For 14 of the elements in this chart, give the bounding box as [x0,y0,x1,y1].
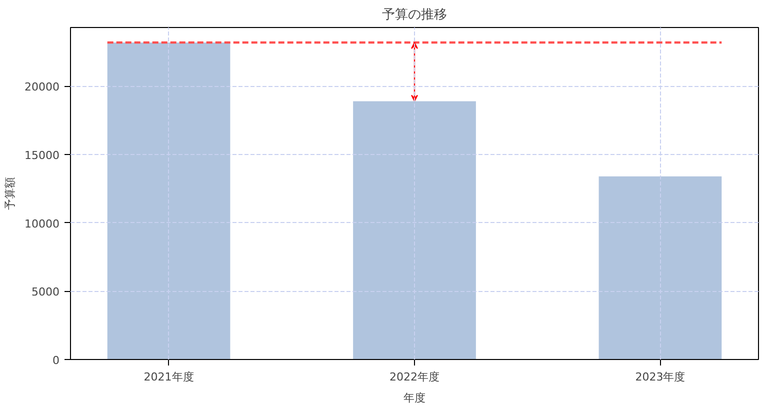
bar [598,176,722,360]
y-tick-label: 10000 [24,217,60,230]
x-tick-label: 2021年度 [144,370,194,384]
x-tick-label: 2023年度 [635,370,686,384]
y-tick-label: 5000 [32,286,60,299]
chart-title: 予算の推移 [382,8,447,22]
y-tick-label: 20000 [24,80,60,94]
bar [353,101,476,360]
y-tick-label: 0 [52,354,60,367]
y-tick-label: 15000 [24,149,60,162]
bar [107,42,230,360]
x-axis-title: 年度 [404,392,426,404]
x-tick-label: 2022年度 [390,370,440,384]
y-axis-title: 予算額 [4,177,17,210]
